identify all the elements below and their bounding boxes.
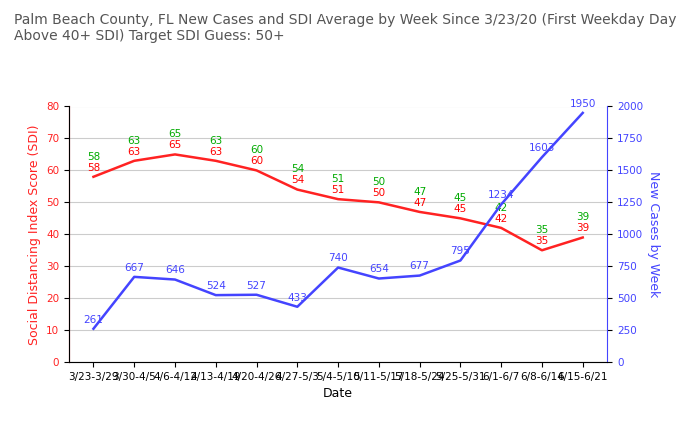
- Text: 740: 740: [328, 253, 348, 263]
- Text: 65: 65: [168, 140, 181, 150]
- Text: 39: 39: [576, 212, 589, 222]
- Text: 51: 51: [331, 174, 345, 184]
- Text: 45: 45: [454, 193, 467, 203]
- Y-axis label: New Cases by Week: New Cases by Week: [647, 171, 660, 297]
- Text: 50: 50: [373, 177, 386, 187]
- Text: 1234: 1234: [488, 190, 515, 200]
- Text: 1603: 1603: [529, 143, 555, 153]
- Text: 51: 51: [331, 185, 345, 195]
- Text: 54: 54: [290, 176, 304, 185]
- Text: 54: 54: [290, 164, 304, 174]
- Text: 60: 60: [250, 145, 263, 155]
- Text: 63: 63: [209, 147, 222, 157]
- Text: 39: 39: [576, 223, 589, 233]
- Text: 60: 60: [250, 156, 263, 166]
- X-axis label: Date: Date: [323, 387, 353, 400]
- Text: 58: 58: [87, 163, 100, 173]
- Text: 47: 47: [413, 198, 426, 208]
- Text: 35: 35: [535, 225, 549, 235]
- Text: 63: 63: [209, 135, 222, 146]
- Text: Palm Beach County, FL New Cases and SDI Average by Week Since 3/23/20 (First Wee: Palm Beach County, FL New Cases and SDI …: [14, 13, 676, 43]
- Text: 646: 646: [165, 265, 185, 275]
- Text: 527: 527: [246, 281, 266, 291]
- Text: 795: 795: [451, 246, 471, 256]
- Text: 63: 63: [128, 135, 141, 146]
- Text: 677: 677: [410, 262, 430, 271]
- Text: 47: 47: [413, 187, 426, 197]
- Text: 45: 45: [454, 204, 467, 214]
- Text: 65: 65: [168, 129, 181, 139]
- Text: 667: 667: [124, 263, 144, 273]
- Text: 42: 42: [495, 203, 508, 213]
- Text: 35: 35: [535, 236, 549, 246]
- Text: 50: 50: [373, 188, 386, 198]
- Text: 42: 42: [495, 214, 508, 224]
- Y-axis label: Social Distancing Index Score (SDI): Social Distancing Index Score (SDI): [28, 124, 41, 345]
- Text: 58: 58: [87, 152, 100, 161]
- Text: 524: 524: [206, 281, 226, 291]
- Text: 654: 654: [369, 265, 388, 274]
- Text: 63: 63: [128, 147, 141, 157]
- Text: 1950: 1950: [569, 99, 596, 109]
- Text: 261: 261: [83, 314, 104, 325]
- Text: 433: 433: [288, 293, 307, 302]
